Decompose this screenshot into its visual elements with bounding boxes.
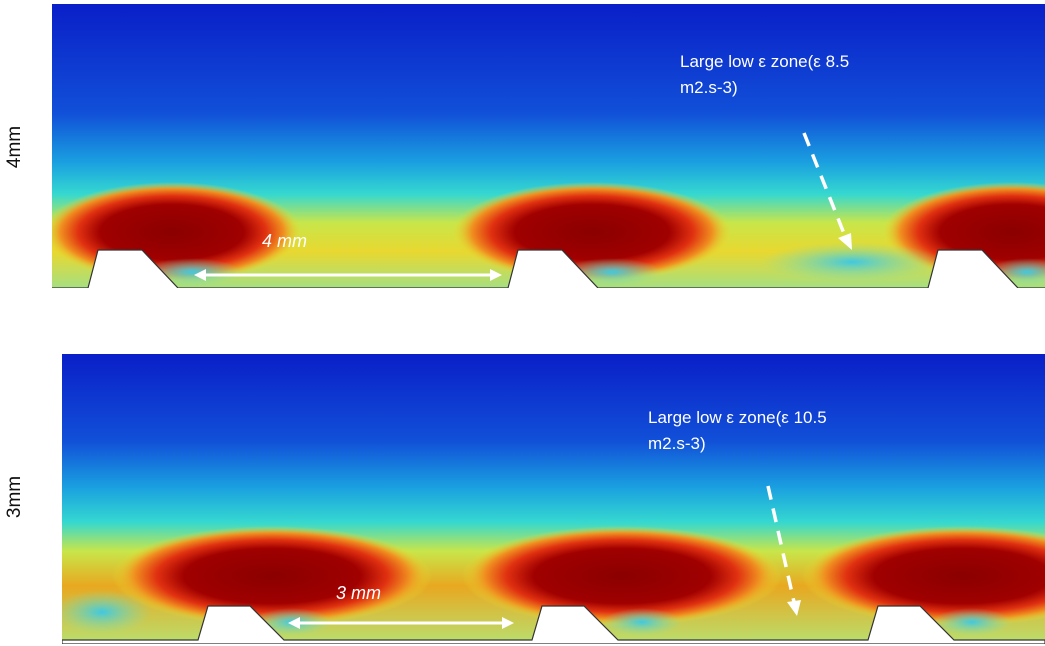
dashed-arrow-4mm <box>802 132 852 250</box>
contour-field-4mm <box>52 4 1045 292</box>
low-epsilon-pocket <box>602 608 682 636</box>
arrows-overlay-4mm <box>194 132 852 281</box>
annotation-line-2: m2.s-3) <box>648 434 706 453</box>
dashed-arrow-3mm <box>766 485 801 616</box>
annotation-low-epsilon-3mm: Large low ε zone(ε 10.5 m2.s-3) <box>648 405 827 457</box>
annotation-line-1: Large low ε zone(ε 8.5 <box>680 52 850 71</box>
dimension-label-4mm: 4 mm <box>262 231 307 251</box>
hot-lobe <box>462 526 782 626</box>
ribbed-wall <box>62 605 1045 644</box>
low-epsilon-pocket <box>762 242 942 282</box>
annotation-line-1: Large low ε zone(ε 10.5 <box>648 408 827 427</box>
dimension-arrow-3mm <box>288 617 514 629</box>
annotation-line-2: m2.s-3) <box>680 78 738 97</box>
annotation-low-epsilon-4mm: Large low ε zone(ε 8.5 m2.s-3) <box>680 49 849 101</box>
dimension-arrow-4mm <box>194 269 502 281</box>
dimension-label-3mm: 3 mm <box>336 583 381 603</box>
hot-lobe <box>802 526 1045 626</box>
arrows-overlay-3mm <box>288 485 801 629</box>
hot-lobe <box>112 526 432 626</box>
low-epsilon-pocket <box>62 590 152 634</box>
low-epsilon-pocket <box>932 608 1012 636</box>
contour-field-3mm <box>62 354 1045 644</box>
